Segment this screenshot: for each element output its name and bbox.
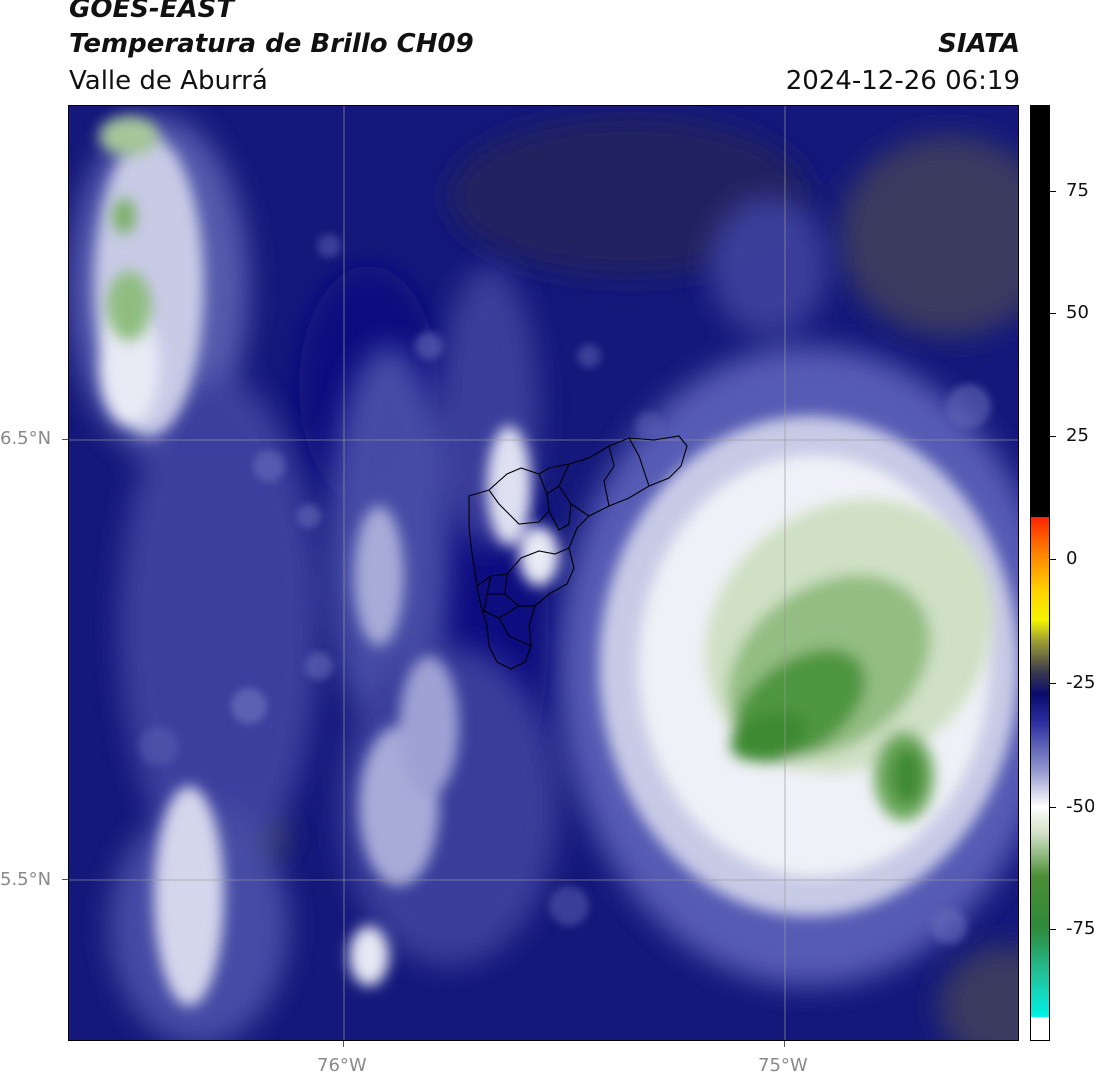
colorbar-tick	[1050, 559, 1056, 560]
colorbar-label: -75	[1066, 918, 1094, 939]
boundary-line-4	[570, 503, 590, 517]
boundary-line-6	[504, 573, 535, 607]
colorbar-tick	[1050, 929, 1056, 930]
cloud-texture	[139, 234, 991, 944]
boundary-line-9	[498, 617, 532, 647]
lat-label-5-5: 5.5°N	[0, 869, 52, 890]
colorbar-tick	[1050, 436, 1056, 437]
lon-tick-75	[784, 1041, 785, 1047]
organization-label: SIATA	[938, 29, 1020, 59]
boundary-line-11	[628, 437, 650, 487]
boundary-line-3	[548, 485, 572, 531]
colorbar-label: 0	[1066, 548, 1078, 569]
lat-label-6-5: 6.5°N	[0, 428, 52, 449]
timestamp-label: 2024-12-26 06:19	[785, 66, 1020, 96]
colorbar-tick	[1050, 683, 1056, 684]
lon-label-75: 75°W	[758, 1055, 808, 1076]
region-subtitle: Valle de Aburrá	[69, 66, 268, 96]
satellite-title: GOES-EAST	[69, 0, 235, 24]
colorbar-label: -50	[1066, 796, 1094, 817]
satellite-map-panel	[68, 105, 1019, 1041]
colorbar-tick	[1050, 191, 1056, 192]
lat-tick-5-5	[62, 879, 68, 880]
colorbar-label: 75	[1066, 180, 1089, 201]
graticule	[69, 106, 1018, 1040]
colorbar-label: 50	[1066, 302, 1089, 323]
boundary-outline	[468, 435, 688, 670]
boundary-line-10	[603, 445, 615, 507]
lat-tick-6-5	[62, 439, 68, 440]
product-title: Temperatura de Brillo CH09	[69, 29, 474, 59]
temperature-colorbar	[1030, 105, 1050, 1041]
colorbar-label: 25	[1066, 425, 1089, 446]
lon-tick-76	[343, 1041, 344, 1047]
cold-cloud-tops	[99, 116, 993, 821]
colorbar-tick	[1050, 807, 1056, 808]
colorbar-label: -25	[1066, 672, 1094, 693]
lon-label-76: 76°W	[317, 1055, 367, 1076]
brightness-temperature-field	[69, 106, 1018, 1040]
colorbar-tick	[1050, 313, 1056, 314]
municipal-boundaries	[468, 435, 688, 670]
boundary-line-8	[483, 593, 520, 619]
